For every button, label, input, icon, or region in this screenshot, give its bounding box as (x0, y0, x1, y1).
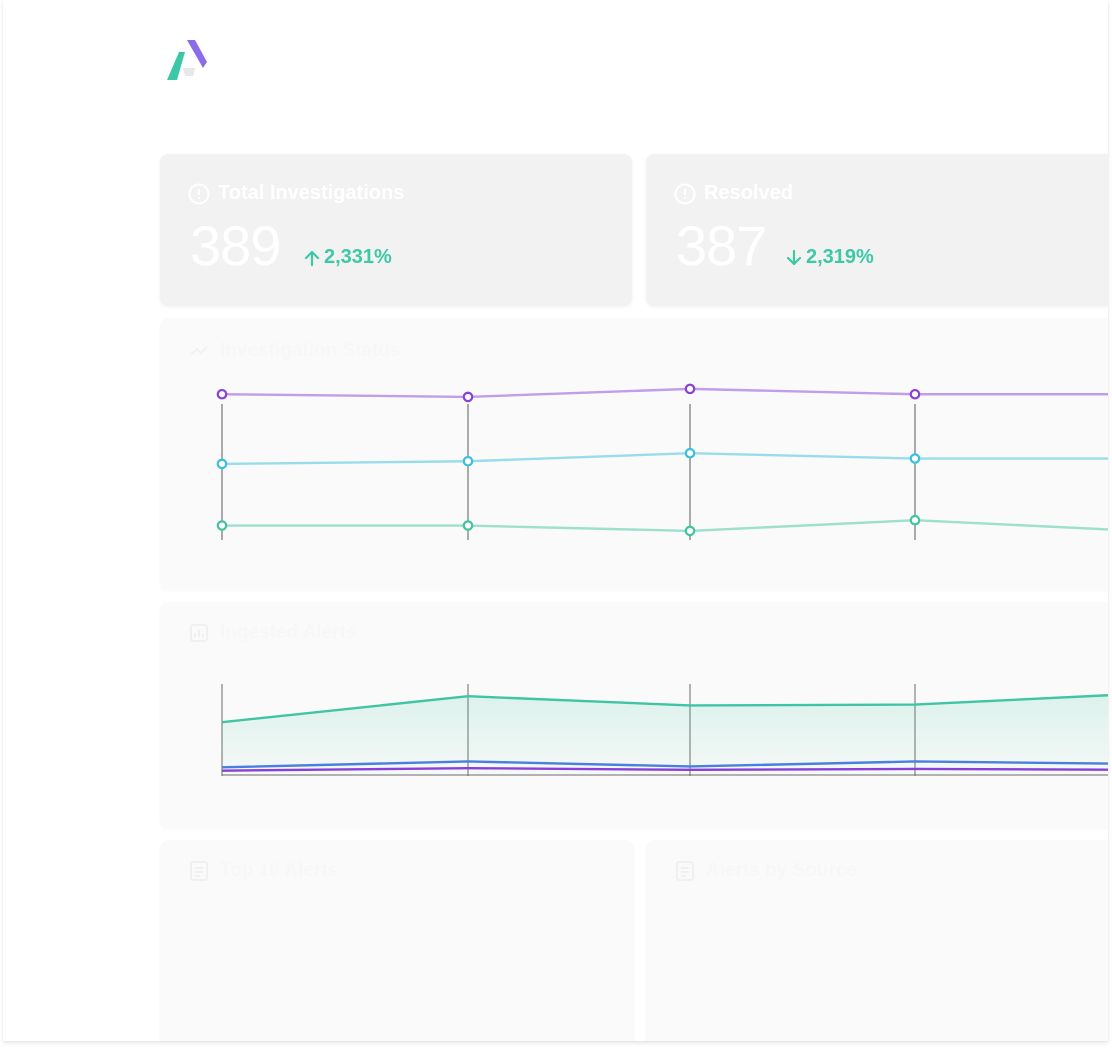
series-line (221, 387, 1108, 399)
kpi-title: Total Investigations (218, 182, 405, 204)
series-line (221, 452, 1108, 466)
alerts-by-source-card: Alerts by Source (646, 840, 1108, 1041)
info-icon (188, 183, 210, 204)
chart-icon (190, 624, 208, 642)
trend-icon (190, 346, 208, 356)
kpi-delta: 2,331% (302, 246, 392, 269)
ingested-alerts-area-chart (221, 684, 1108, 776)
card-title: Ingested Alerts (220, 622, 357, 643)
kpi-card-resolved[interactable]: Resolved 387 2,319% (646, 154, 1108, 306)
dashboard-frame: Total Investigations 389 2,331% Resolved… (3, 0, 1108, 1041)
investigation-line-chart (216, 383, 1108, 540)
series-area (222, 695, 1108, 774)
data-point (216, 520, 228, 531)
data-point (684, 383, 696, 395)
series-line (221, 760, 1108, 769)
kpi-value: 389 (190, 214, 281, 277)
kpi-delta-value: 2,319% (806, 246, 874, 268)
data-point (909, 388, 921, 400)
investigation-status-card: Investigation Status (160, 318, 1108, 590)
logo-teal-stroke (167, 52, 185, 80)
logo-grey-base (183, 68, 195, 76)
arrow-down-icon (786, 249, 802, 265)
card-title: Alerts by Source (706, 860, 857, 881)
data-point (216, 388, 228, 400)
list-icon (190, 861, 208, 881)
list-icon (676, 861, 694, 881)
series-line (221, 766, 1108, 772)
kpi-delta-value: 2,331% (324, 246, 392, 268)
data-point (684, 525, 696, 537)
card-title: Top 10 Alerts (220, 860, 339, 881)
arrow-up-icon (304, 250, 320, 266)
series-line (221, 694, 1108, 724)
brand-logo (167, 40, 207, 80)
top-alerts-card: Top 10 Alerts (160, 840, 634, 1041)
data-point (462, 391, 474, 403)
kpi-value: 387 (676, 214, 767, 277)
ingested-alerts-card: Ingested Alerts (160, 602, 1108, 828)
kpi-title: Resolved (704, 182, 793, 204)
kpi-delta: 2,319% (784, 246, 874, 269)
data-point (462, 520, 474, 531)
logo-purple-stroke (187, 40, 207, 68)
kpi-card-total-investigations[interactable]: Total Investigations 389 2,331% (160, 154, 632, 306)
card-title: Investigation Status (220, 340, 401, 361)
data-point (909, 514, 921, 526)
data-point (909, 453, 921, 464)
data-point (216, 458, 228, 470)
series-line (222, 519, 1108, 533)
info-icon (674, 183, 696, 204)
data-point (684, 447, 696, 459)
data-point (462, 455, 474, 467)
